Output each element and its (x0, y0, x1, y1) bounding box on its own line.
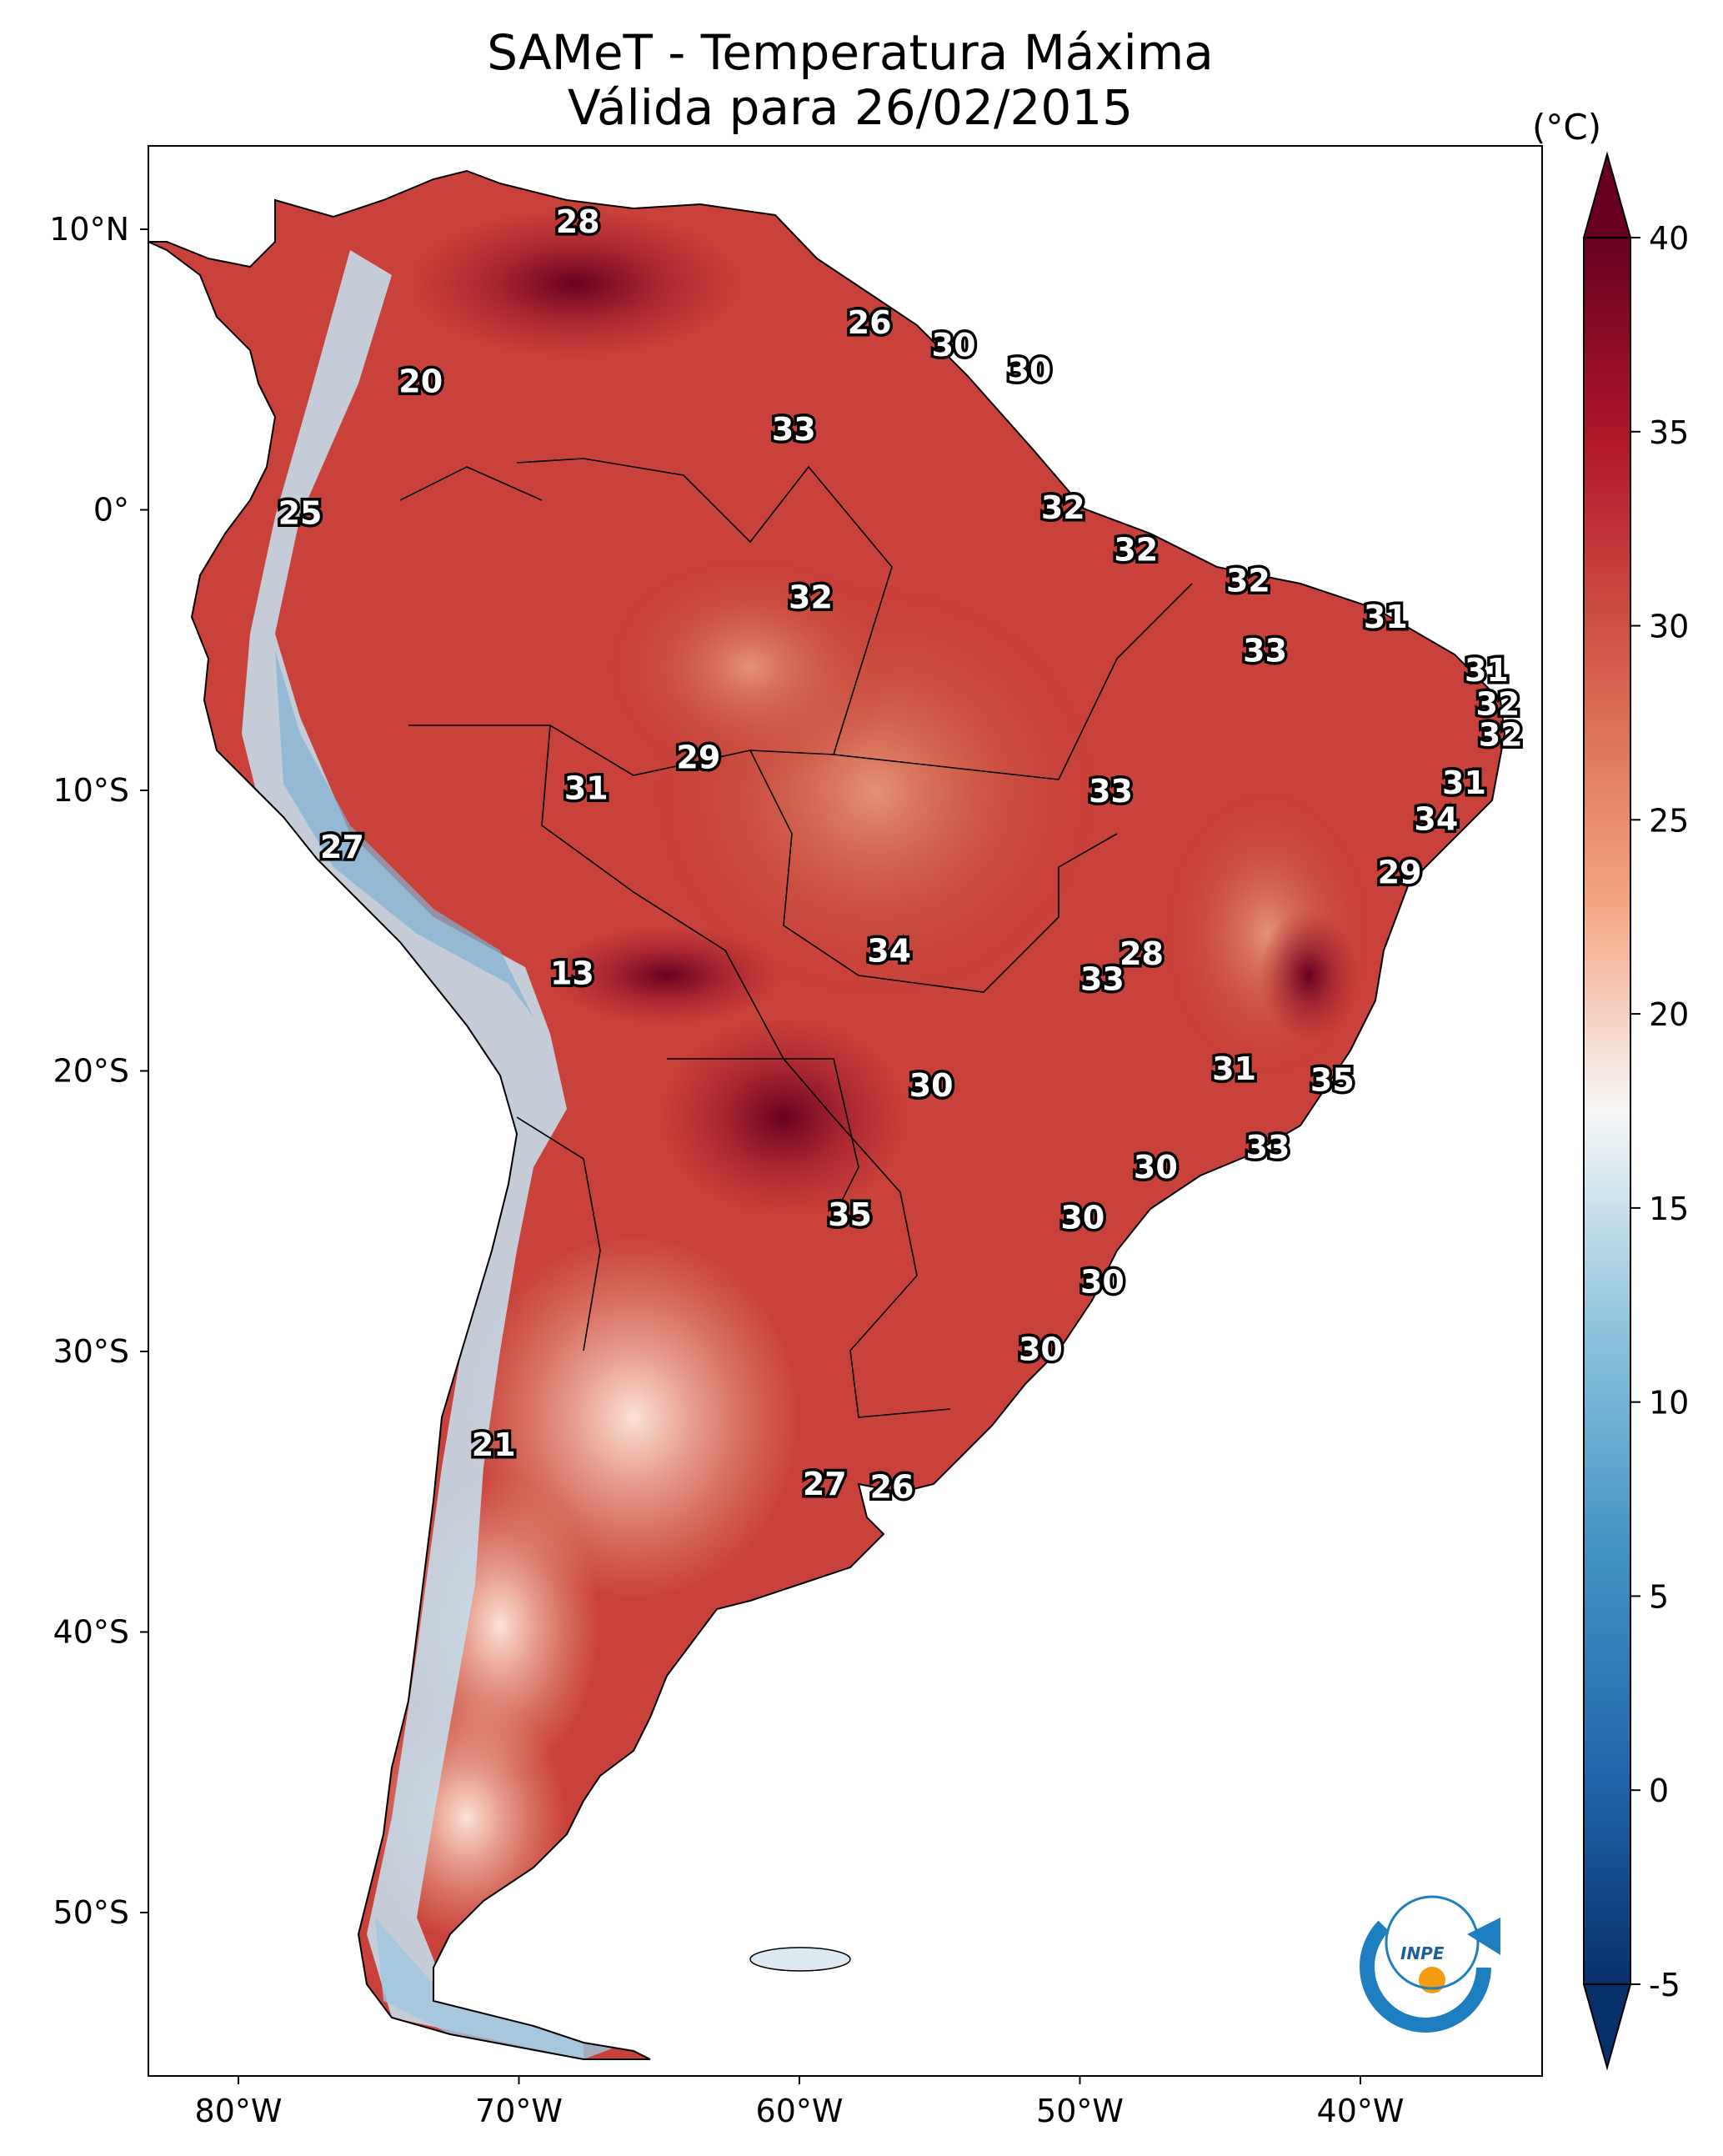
lat-label: 10°N (49, 211, 129, 248)
lat-label: 0° (93, 492, 129, 529)
temperature-label: 30 (1080, 1264, 1124, 1301)
lat-label: 40°S (53, 1614, 129, 1651)
temperature-label: 28 (1119, 935, 1164, 972)
colorbar-unit: (°C) (1532, 107, 1602, 148)
lon-label: 60°W (756, 2093, 844, 2129)
lat-label: 30°S (53, 1333, 129, 1370)
temperature-label: 33 (1243, 633, 1287, 669)
falkland-islands (749, 1947, 851, 1972)
temperature-label: 33 (772, 411, 816, 448)
temperature-label: 26 (848, 304, 892, 341)
temperature-label: 32 (1114, 531, 1158, 568)
colorbar-tick-label: 20 (1649, 996, 1689, 1033)
temperature-label: 34 (1414, 801, 1458, 838)
temperature-label: 35 (828, 1196, 872, 1233)
latitude-labels: 10°N 0° 10°S 20°S 30°S 40°S 50°S (49, 211, 148, 1931)
temperature-label: 20 (398, 364, 443, 400)
chart-title-line1: SAMeT - Temperatura Máxima (487, 24, 1214, 81)
temperature-label: 32 (1479, 717, 1523, 754)
temperature-label: 32 (1226, 562, 1270, 599)
lat-label: 10°S (53, 772, 129, 809)
colorbar-tick-label: 15 (1649, 1191, 1689, 1227)
temperature-label: 35 (1310, 1061, 1355, 1098)
temperature-label: 30 (1019, 1331, 1063, 1368)
temperature-label: 26 (870, 1468, 914, 1505)
lon-label: 80°W (195, 2093, 283, 2129)
colorbar-bar (1583, 237, 1631, 1985)
colorbar-tick-label: 0 (1649, 1772, 1669, 1809)
temperature-label: 33 (1246, 1129, 1290, 1166)
temperature-label: 29 (1378, 854, 1422, 890)
temperature-label: 31 (564, 770, 609, 807)
temperature-label: 32 (1475, 686, 1520, 723)
colorbar-tick-label: 30 (1649, 609, 1689, 645)
temperature-label: 25 (278, 495, 323, 532)
colorbar-ticks: 40 35 30 25 20 15 10 5 0 -5 (1630, 220, 1689, 2003)
political-borders (399, 458, 1193, 1418)
temperature-label: 34 (867, 933, 911, 970)
lon-label: 70°W (475, 2093, 563, 2129)
temperature-label: 33 (1080, 960, 1124, 997)
inpe-logo-text: INPE (1400, 1943, 1445, 1963)
temperature-label: 21 (472, 1426, 516, 1463)
temperature-label: 30 (1007, 352, 1051, 389)
colorbar: 40 35 30 25 20 15 10 5 0 -5 (1582, 151, 1689, 2071)
chart-title-line2: Válida para 26/02/2015 (567, 79, 1134, 136)
colorbar-tick-label: -5 (1649, 1967, 1680, 2003)
lon-label: 50°W (1036, 2093, 1124, 2129)
temperature-label: 33 (1089, 773, 1133, 810)
temperature-label: 28 (556, 203, 600, 240)
temperature-label: 31 (1212, 1050, 1256, 1087)
colorbar-tick-label: 35 (1649, 414, 1689, 451)
colorbar-min-extension (1582, 1983, 1632, 2071)
temperature-label: 30 (1060, 1199, 1104, 1236)
colorbar-tick-label: 5 (1649, 1578, 1669, 1615)
temperature-label: 27 (320, 829, 364, 865)
temperature-label: 27 (803, 1466, 847, 1502)
lat-label: 50°S (53, 1894, 129, 1931)
colorbar-tick-label: 25 (1649, 802, 1689, 839)
colorbar-max-extension (1582, 151, 1632, 238)
temperature-label: 31 (1442, 765, 1486, 801)
temperature-label: 30 (909, 1067, 954, 1104)
lat-label: 20°S (53, 1053, 129, 1090)
lon-label: 40°W (1317, 2093, 1405, 2129)
longitude-labels: 80°W 70°W 60°W 50°W 40°W (195, 2076, 1405, 2129)
temperature-label: 31 (1364, 599, 1408, 635)
temperature-label: 13 (550, 955, 594, 992)
temperature-label: 29 (676, 739, 720, 775)
colorbar-tick-label: 40 (1649, 220, 1689, 257)
temperature-label: 32 (789, 579, 833, 616)
colorbar-tick-label: 10 (1649, 1385, 1689, 1421)
temperature-label: 32 (1041, 489, 1085, 526)
inpe-logo: INPE (1360, 1895, 1500, 2033)
temperature-label: 30 (932, 327, 976, 364)
temperature-label: 31 (1465, 652, 1509, 689)
temperature-label: 30 (1134, 1149, 1178, 1186)
